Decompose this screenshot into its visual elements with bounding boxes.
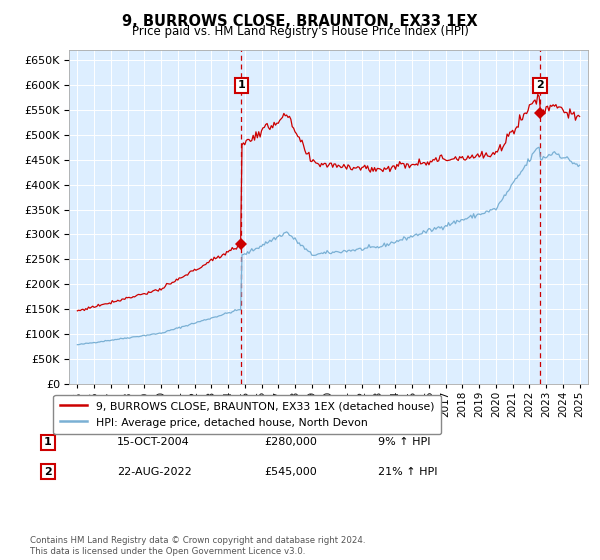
Text: 21% ↑ HPI: 21% ↑ HPI: [378, 466, 437, 477]
Text: Contains HM Land Registry data © Crown copyright and database right 2024.
This d: Contains HM Land Registry data © Crown c…: [30, 536, 365, 556]
Text: £280,000: £280,000: [264, 437, 317, 447]
Text: 1: 1: [44, 437, 52, 447]
Text: Price paid vs. HM Land Registry's House Price Index (HPI): Price paid vs. HM Land Registry's House …: [131, 25, 469, 38]
Text: 9, BURROWS CLOSE, BRAUNTON, EX33 1EX: 9, BURROWS CLOSE, BRAUNTON, EX33 1EX: [122, 14, 478, 29]
Text: 2: 2: [44, 466, 52, 477]
Text: 15-OCT-2004: 15-OCT-2004: [117, 437, 190, 447]
Text: 22-AUG-2022: 22-AUG-2022: [117, 466, 192, 477]
Text: 2: 2: [536, 81, 544, 90]
Legend: 9, BURROWS CLOSE, BRAUNTON, EX33 1EX (detached house), HPI: Average price, detac: 9, BURROWS CLOSE, BRAUNTON, EX33 1EX (de…: [53, 395, 440, 434]
Text: 1: 1: [238, 81, 245, 90]
Text: £545,000: £545,000: [264, 466, 317, 477]
Text: 9% ↑ HPI: 9% ↑ HPI: [378, 437, 431, 447]
